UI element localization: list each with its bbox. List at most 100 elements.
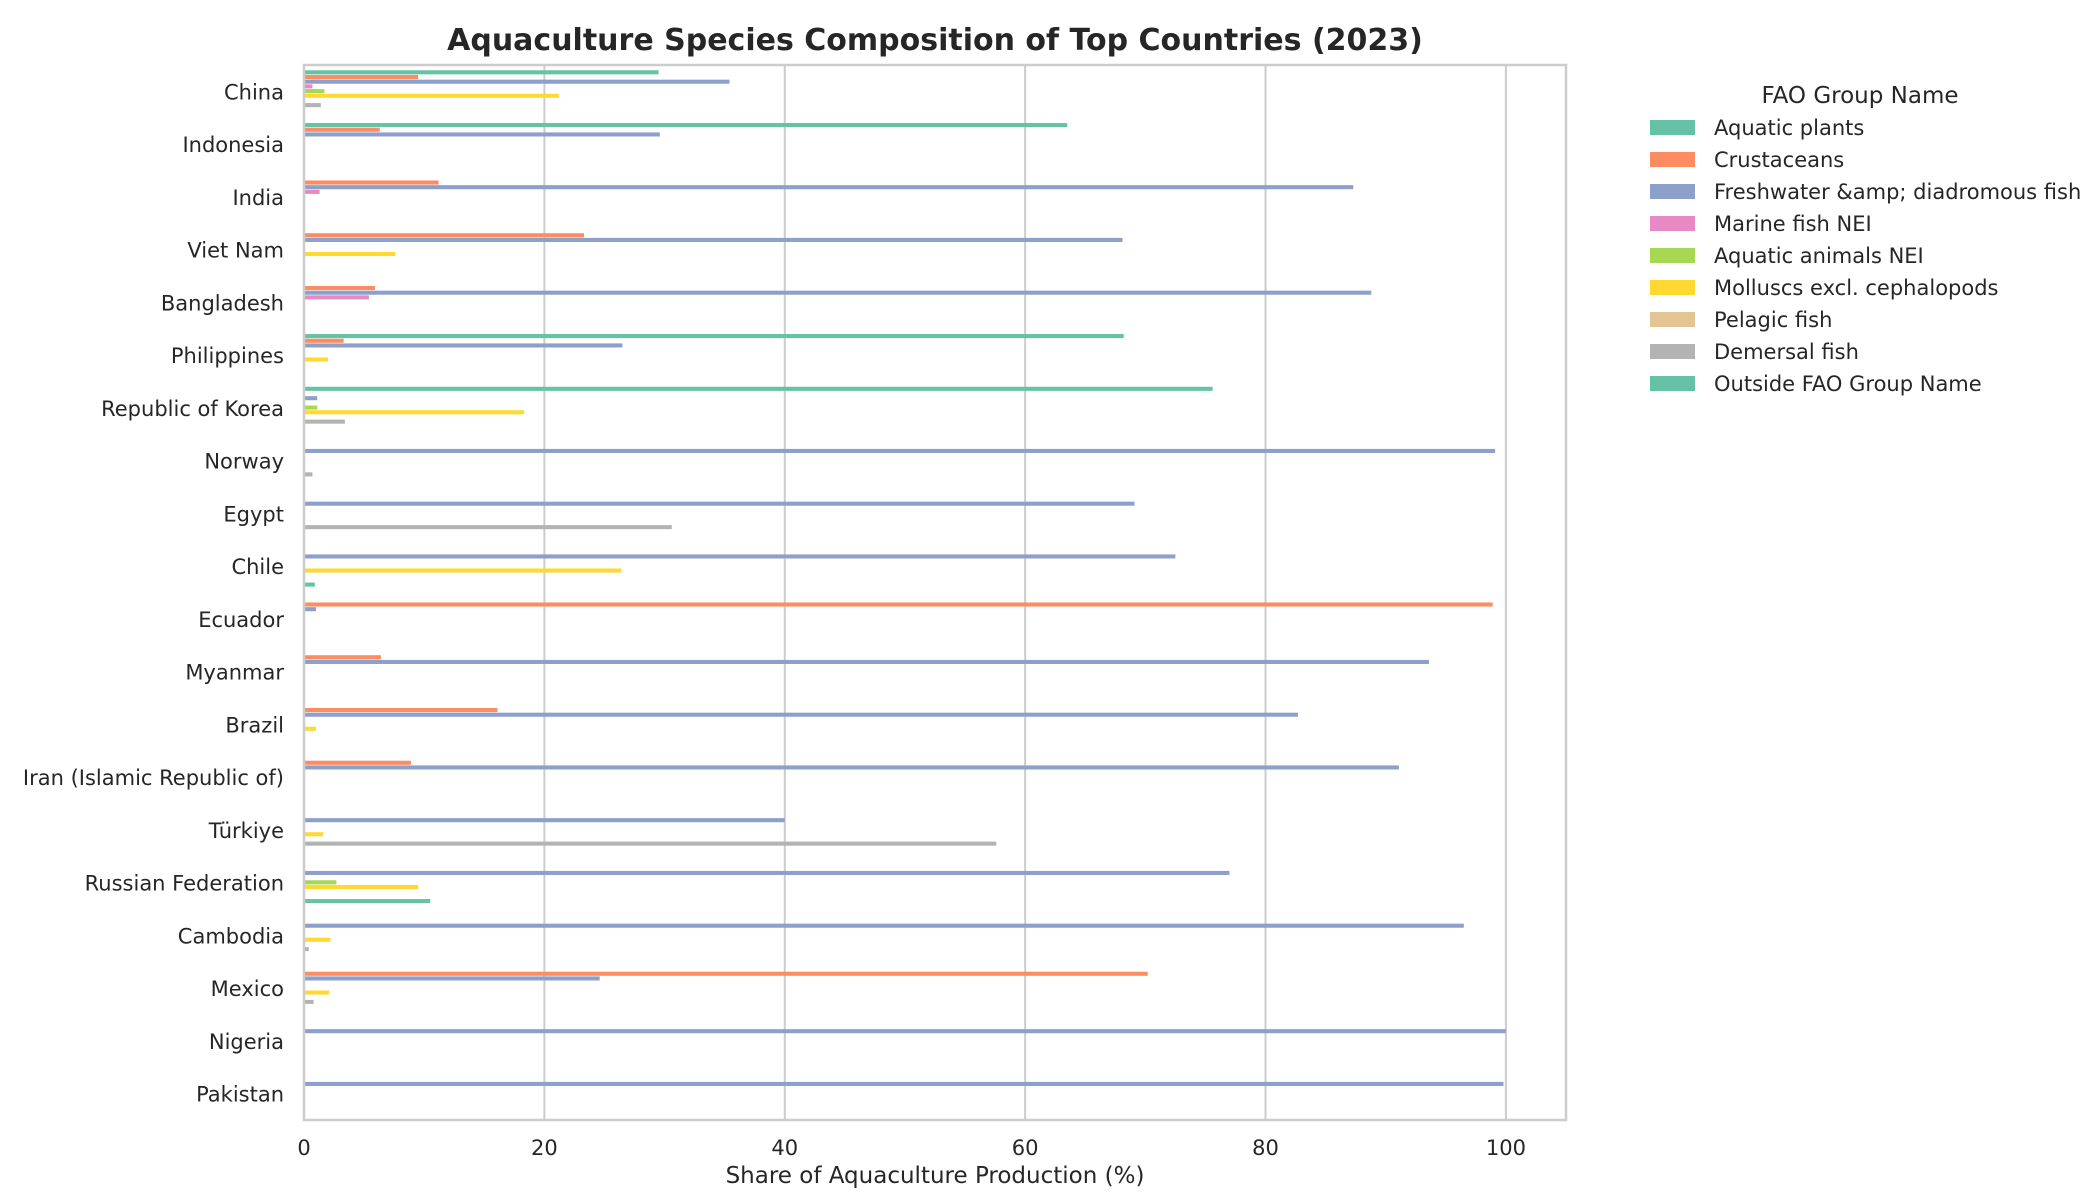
legend-items: Aquatic plants Crustaceans Freshwater &amp… [1650,116,2081,396]
bar [304,818,785,823]
y-tick-label: Nigeria [209,1030,284,1054]
x-tick-label: 60 [1012,1136,1039,1160]
y-tick-label: Egypt [223,502,284,526]
y-tick-label: Ecuador [198,608,284,632]
legend-swatch [1650,120,1695,135]
legend-label: Aquatic animals NEI [1714,244,1924,268]
y-tick-label: Norway [204,450,284,474]
legend-label: Outside FAO Group Name [1714,372,1982,396]
bar [304,880,337,885]
plot-frame [302,63,1568,1122]
bar [304,185,1354,190]
bar [304,884,419,890]
bar [304,338,344,343]
bar [304,568,622,573]
bar [304,937,331,942]
bar [304,947,309,952]
bar [304,971,1148,976]
bar [304,79,730,84]
bar [304,707,498,713]
bar [304,726,317,731]
legend-swatch [1650,216,1695,231]
bar [304,285,375,291]
legend-label: Molluscs excl. cephalopods [1714,276,1999,300]
y-tick-label: Bangladesh [161,291,284,315]
bars [304,70,1506,1086]
legend-title: FAO Group Name [1761,83,1958,109]
bar [304,712,1298,717]
bar [304,74,419,80]
bar [304,525,672,530]
bar [304,123,1068,128]
bar [304,976,600,981]
bar [304,189,320,194]
bar [304,899,431,904]
bar [304,357,329,362]
legend-swatch [1650,248,1695,263]
legend-label: Pelagic fish [1714,308,1832,332]
bar [304,132,660,137]
bar [304,923,1464,928]
bar [304,290,1372,295]
y-tick-label: China [224,80,284,104]
bar [304,999,314,1004]
bar [304,765,1399,770]
bar [304,832,324,837]
bar [304,386,1213,391]
legend-swatch [1650,280,1695,295]
x-tick-label: 80 [1252,1136,1279,1160]
legend-label: Crustaceans [1714,148,1844,172]
y-tick-label: Pakistan [196,1083,284,1107]
bar [304,760,411,765]
bar [304,405,318,410]
y-tick-label: India [232,186,284,210]
legend-swatch [1650,344,1695,359]
bar [304,1029,1506,1034]
bar [304,607,317,612]
bar [304,655,381,660]
y-tick-label: Brazil [225,713,284,737]
bar [304,70,659,75]
legend-label: Freshwater &amp; diadromous fish [1714,180,2081,204]
y-tick-labels: China Indonesia India Viet Nam Bangladesh Phi… [23,80,284,1106]
bar [304,396,318,401]
y-tick-label: Mexico [211,977,284,1001]
y-tick-label: Russian Federation [85,872,284,896]
y-tick-label: Philippines [171,344,284,368]
bar [304,602,1493,607]
bar [304,659,1429,664]
x-tick-labels: 0 20 40 60 80 100 [297,1136,1526,1160]
y-tick-label: Türkiye [208,819,284,843]
bar [304,343,623,348]
legend-label: Marine fish NEI [1714,212,1872,236]
bar [304,448,1496,453]
x-tick-label: 40 [771,1136,798,1160]
x-tick-label: 100 [1486,1136,1526,1160]
bar [304,582,315,587]
legend-swatch [1650,312,1695,327]
y-tick-label: Indonesia [182,133,284,157]
bar [304,501,1135,506]
bar [304,84,313,89]
chart-title: Aquaculture Species Composition of Top C… [447,23,1423,58]
bar [304,870,1230,875]
bar [304,841,997,846]
bar [304,180,439,185]
bar [304,237,1123,242]
legend-label: Aquatic plants [1714,116,1864,140]
x-axis-label: Share of Aquaculture Production (%) [726,1163,1145,1189]
y-tick-label: Myanmar [185,661,284,685]
bar [304,89,325,94]
bar [304,1081,1504,1086]
bar [304,334,1124,339]
y-tick-label: Iran (Islamic Republic of) [23,766,284,790]
bar [304,419,345,424]
legend-label: Demersal fish [1714,340,1859,364]
bar [304,295,369,300]
legend-swatch [1650,376,1695,391]
bar [304,410,524,415]
legend: FAO Group Name Aquatic plants Crustaceans… [1650,83,2081,396]
legend-swatch [1650,184,1695,199]
x-tick-label: 0 [297,1136,310,1160]
y-tick-label: Cambodia [178,924,284,948]
